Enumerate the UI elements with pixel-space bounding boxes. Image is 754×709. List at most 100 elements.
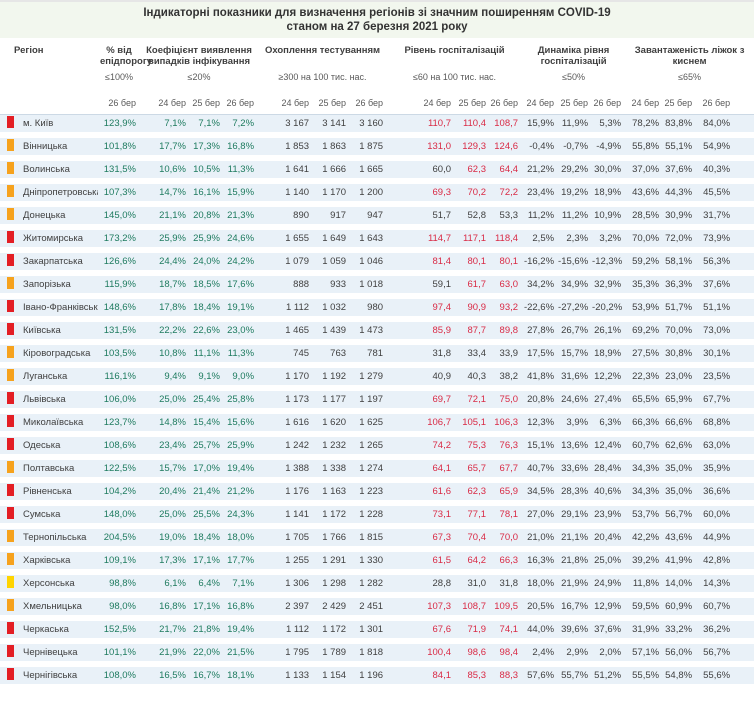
hospitalization-rate-value: 81,4 <box>387 249 456 276</box>
detection-coef-value: 17,1% <box>190 548 224 575</box>
region-cell: Тернопільська <box>0 525 98 552</box>
hospitalization-dynamics-value: 15,1% <box>522 433 559 460</box>
region-cell: Миколаївська <box>0 410 98 437</box>
oxygen-beds-load-value: 31,7% <box>696 203 754 230</box>
region-cell: Житомирська <box>0 226 98 253</box>
hospitalization-rate-value: 100,4 <box>387 640 456 667</box>
testing-coverage-value: 1 170 <box>313 180 351 207</box>
table-row: Запорізька 115,9% 18,7% 18,5% 17,6% 888 933 1 0… <box>0 272 754 299</box>
oxygen-beds-load-value: 73,9% <box>696 226 754 253</box>
epid-threshold-value: 106,0% <box>98 387 140 414</box>
epid-threshold-value: 101,1% <box>98 640 140 667</box>
table-row: Кіровоградська 103,5% 10,8% 11,1% 11,3% 745 76… <box>0 341 754 368</box>
hospitalization-rate-value: 73,1 <box>387 502 456 529</box>
detection-coef-value: 7,1% <box>140 114 190 138</box>
risk-level-marker-icon <box>7 484 14 496</box>
hospitalization-rate-value: 77,1 <box>455 502 491 529</box>
hospitalization-rate-value: 108,7 <box>490 114 523 138</box>
hospitalization-rate-value: 31,0 <box>455 571 491 598</box>
table-row: м. Київ 123,9% 7,1% 7,1% 7,2% 3 167 3 141 3 160… <box>0 114 754 138</box>
region-cell: Вінницька <box>0 134 98 161</box>
table-row: Донецька 145,0% 21,1% 20,8% 21,3% 890 917 947 51… <box>0 203 754 230</box>
hospitalization-rate-value: 80,1 <box>455 249 491 276</box>
risk-level-marker-icon <box>7 438 14 450</box>
col-header-hosp: Рівень госпіталізацій <box>404 45 505 56</box>
hospitalization-dynamics-value: 34,2% <box>522 272 559 299</box>
table-row: Житомирська 173,2% 25,9% 25,9% 24,6% 1 655 1 6… <box>0 226 754 253</box>
indicators-table: Регіон % від епідпорогу Коефіцієнт виявл… <box>0 38 754 690</box>
testing-coverage-value: 1 177 <box>313 387 351 414</box>
detection-coef-value: 18,5% <box>190 272 224 299</box>
region-cell: Сумська <box>0 502 98 529</box>
risk-level-marker-icon <box>7 116 14 128</box>
hospitalization-dynamics-value: 31,6% <box>558 364 593 391</box>
region-cell: Кіровоградська <box>0 341 98 368</box>
oxygen-beds-load-value: 72,0% <box>663 226 697 253</box>
testing-coverage-value: 1 301 <box>350 617 388 644</box>
hospitalization-dynamics-value: 37,6% <box>592 617 626 644</box>
hospitalization-dynamics-value: 57,6% <box>522 663 559 690</box>
hospitalization-dynamics-value: 15,9% <box>522 114 559 138</box>
oxygen-beds-load-value: 30,8% <box>663 341 697 368</box>
hospitalization-dynamics-value: 12,4% <box>592 433 626 460</box>
hospitalization-dynamics-value: 17,5% <box>522 341 559 368</box>
testing-coverage-value: 1 255 <box>258 548 314 575</box>
table-row: Луганська 116,1% 9,4% 9,1% 9,0% 1 170 1 192 1 2… <box>0 364 754 391</box>
oxygen-beds-load-value: 56,3% <box>696 249 754 276</box>
hospitalization-rate-value: 117,1 <box>455 226 491 253</box>
hospitalization-rate-value: 67,3 <box>387 525 456 552</box>
hospitalization-dynamics-value: 33,6% <box>558 456 593 483</box>
region-name: Чернівецька <box>23 647 78 658</box>
hospitalization-dynamics-value: 28,4% <box>592 456 626 483</box>
hospitalization-rate-value: 72,2 <box>490 180 523 207</box>
oxygen-beds-load-value: 40,3% <box>696 157 754 184</box>
table-row: Миколаївська 123,7% 14,8% 15,4% 15,6% 1 616 1 … <box>0 410 754 437</box>
detection-coef-value: 25,4% <box>190 387 224 414</box>
testing-coverage-value: 1 018 <box>350 272 388 299</box>
oxygen-beds-load-value: 34,3% <box>625 456 664 483</box>
date-label: 26 бер <box>702 98 731 108</box>
table-row: Чернівецька 101,1% 21,9% 22,0% 21,5% 1 795 1 7… <box>0 640 754 667</box>
hospitalization-dynamics-value: 16,3% <box>522 548 559 575</box>
epid-threshold-value: 115,9% <box>98 272 140 299</box>
region-cell: Дніпропетровська <box>0 180 98 207</box>
detection-coef-value: 17,1% <box>190 594 224 621</box>
detection-coef-value: 17,8% <box>140 295 190 322</box>
hospitalization-rate-value: 114,7 <box>387 226 456 253</box>
testing-coverage-value: 1 173 <box>258 387 314 414</box>
testing-coverage-value: 1 079 <box>258 249 314 276</box>
oxygen-beds-load-value: 42,8% <box>696 548 754 575</box>
oxygen-beds-load-value: 60,0% <box>696 502 754 529</box>
risk-level-marker-icon <box>7 323 14 335</box>
hospitalization-dynamics-value: 51,2% <box>592 663 626 690</box>
oxygen-beds-load-value: 14,0% <box>663 571 697 598</box>
detection-coef-value: 7,1% <box>224 571 259 598</box>
testing-coverage-value: 1 163 <box>313 479 351 506</box>
detection-coef-value: 18,7% <box>140 272 190 299</box>
hospitalization-dynamics-value: 15,7% <box>558 341 593 368</box>
hospitalization-rate-value: 67,7 <box>490 456 523 483</box>
hospitalization-rate-value: 109,5 <box>490 594 523 621</box>
oxygen-beds-load-value: 33,2% <box>663 617 697 644</box>
region-name: Хмельницька <box>23 601 82 612</box>
oxygen-beds-load-value: 66,6% <box>663 410 697 437</box>
table-row: Херсонська 98,8% 6,1% 6,4% 7,1% 1 306 1 298 1 2… <box>0 571 754 598</box>
hospitalization-rate-value: 70,4 <box>455 525 491 552</box>
threshold-epid: ≤100% <box>105 71 133 82</box>
testing-coverage-value: 1 338 <box>313 456 351 483</box>
detection-coef-value: 16,8% <box>224 594 259 621</box>
table-row: Черкаська 152,5% 21,7% 21,8% 19,4% 1 112 1 172… <box>0 617 754 644</box>
table-row: Закарпатська 126,6% 24,4% 24,0% 24,2% 1 079 1 … <box>0 249 754 276</box>
hospitalization-rate-value: 72,1 <box>455 387 491 414</box>
epid-threshold-value: 123,9% <box>98 114 140 138</box>
hospitalization-dynamics-value: -22,6% <box>522 295 559 322</box>
region-name: Закарпатська <box>23 256 83 267</box>
hospitalization-rate-value: 75,3 <box>455 433 491 460</box>
hospitalization-rate-value: 76,3 <box>490 433 523 460</box>
risk-level-marker-icon <box>7 530 14 542</box>
hospitalization-dynamics-value: 34,5% <box>522 479 559 506</box>
detection-coef-value: 19,1% <box>224 295 259 322</box>
epid-threshold-value: 98,0% <box>98 594 140 621</box>
detection-coef-value: 24,3% <box>224 502 259 529</box>
detection-coef-value: 21,1% <box>140 203 190 230</box>
